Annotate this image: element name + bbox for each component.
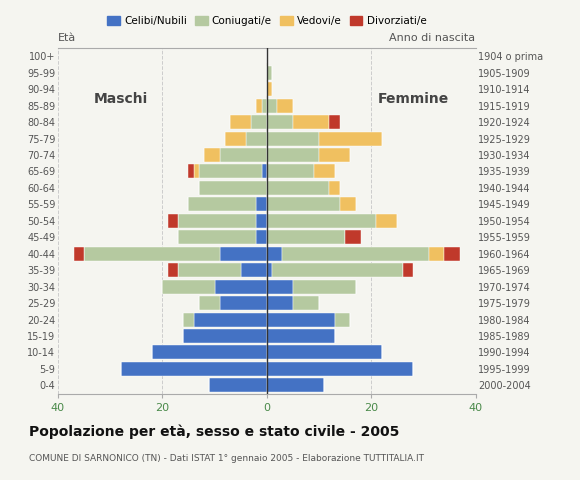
Bar (329, 115, 340, 129)
Bar (267, 362, 413, 376)
Bar (178, 230, 256, 244)
Bar (293, 280, 356, 294)
Bar (84, 247, 220, 261)
Bar (183, 329, 267, 343)
Bar (267, 82, 272, 96)
Bar (267, 165, 314, 179)
Text: Età: Età (58, 33, 76, 43)
Bar (319, 148, 350, 162)
Bar (199, 181, 267, 195)
Bar (246, 132, 267, 145)
Bar (277, 98, 293, 113)
Bar (194, 165, 199, 179)
Bar (204, 148, 220, 162)
Bar (220, 148, 267, 162)
Bar (329, 181, 340, 195)
Bar (199, 165, 262, 179)
Bar (429, 247, 444, 261)
Bar (267, 247, 282, 261)
Bar (199, 296, 220, 310)
Bar (376, 214, 397, 228)
Bar (162, 280, 215, 294)
Bar (335, 312, 350, 326)
Bar (267, 197, 340, 211)
Text: Maschi: Maschi (93, 92, 148, 106)
Bar (251, 115, 267, 129)
Bar (267, 230, 345, 244)
Bar (194, 312, 267, 326)
Bar (267, 98, 277, 113)
Bar (319, 132, 382, 145)
Bar (74, 247, 84, 261)
Bar (267, 329, 335, 343)
Bar (183, 312, 194, 326)
Bar (230, 115, 251, 129)
Bar (256, 230, 267, 244)
Bar (267, 132, 319, 145)
Bar (225, 132, 246, 145)
Bar (314, 165, 335, 179)
Bar (267, 115, 293, 129)
Bar (178, 214, 256, 228)
Text: Femmine: Femmine (378, 92, 448, 106)
Bar (293, 115, 329, 129)
Bar (209, 378, 267, 392)
Bar (267, 346, 382, 360)
Bar (188, 197, 256, 211)
Text: Anno di nascita: Anno di nascita (390, 33, 476, 43)
Bar (293, 296, 319, 310)
Bar (267, 66, 272, 80)
Bar (272, 263, 403, 277)
Bar (267, 263, 272, 277)
Bar (152, 346, 267, 360)
Bar (188, 165, 194, 179)
Bar (262, 98, 267, 113)
Bar (256, 214, 267, 228)
Bar (262, 165, 267, 179)
Bar (267, 280, 293, 294)
Bar (267, 181, 329, 195)
Text: Popolazione per età, sesso e stato civile - 2005: Popolazione per età, sesso e stato civil… (29, 425, 400, 439)
Bar (345, 230, 361, 244)
Bar (220, 247, 267, 261)
Bar (241, 263, 267, 277)
Bar (444, 247, 460, 261)
Bar (340, 197, 356, 211)
Bar (403, 263, 413, 277)
Bar (267, 312, 335, 326)
Bar (220, 296, 267, 310)
Bar (267, 148, 319, 162)
Text: COMUNE DI SARNONICO (TN) - Dati ISTAT 1° gennaio 2005 - Elaborazione TUTTITALIA.: COMUNE DI SARNONICO (TN) - Dati ISTAT 1°… (29, 454, 424, 463)
Bar (256, 197, 267, 211)
Bar (256, 98, 262, 113)
Bar (267, 296, 293, 310)
Bar (215, 280, 267, 294)
Bar (168, 263, 178, 277)
Bar (121, 362, 267, 376)
Bar (168, 214, 178, 228)
Bar (178, 263, 241, 277)
Bar (282, 247, 429, 261)
Legend: Celibi/Nubili, Coniugati/e, Vedovi/e, Divorziati/e: Celibi/Nubili, Coniugati/e, Vedovi/e, Di… (103, 12, 430, 30)
Bar (267, 214, 376, 228)
Bar (267, 378, 324, 392)
